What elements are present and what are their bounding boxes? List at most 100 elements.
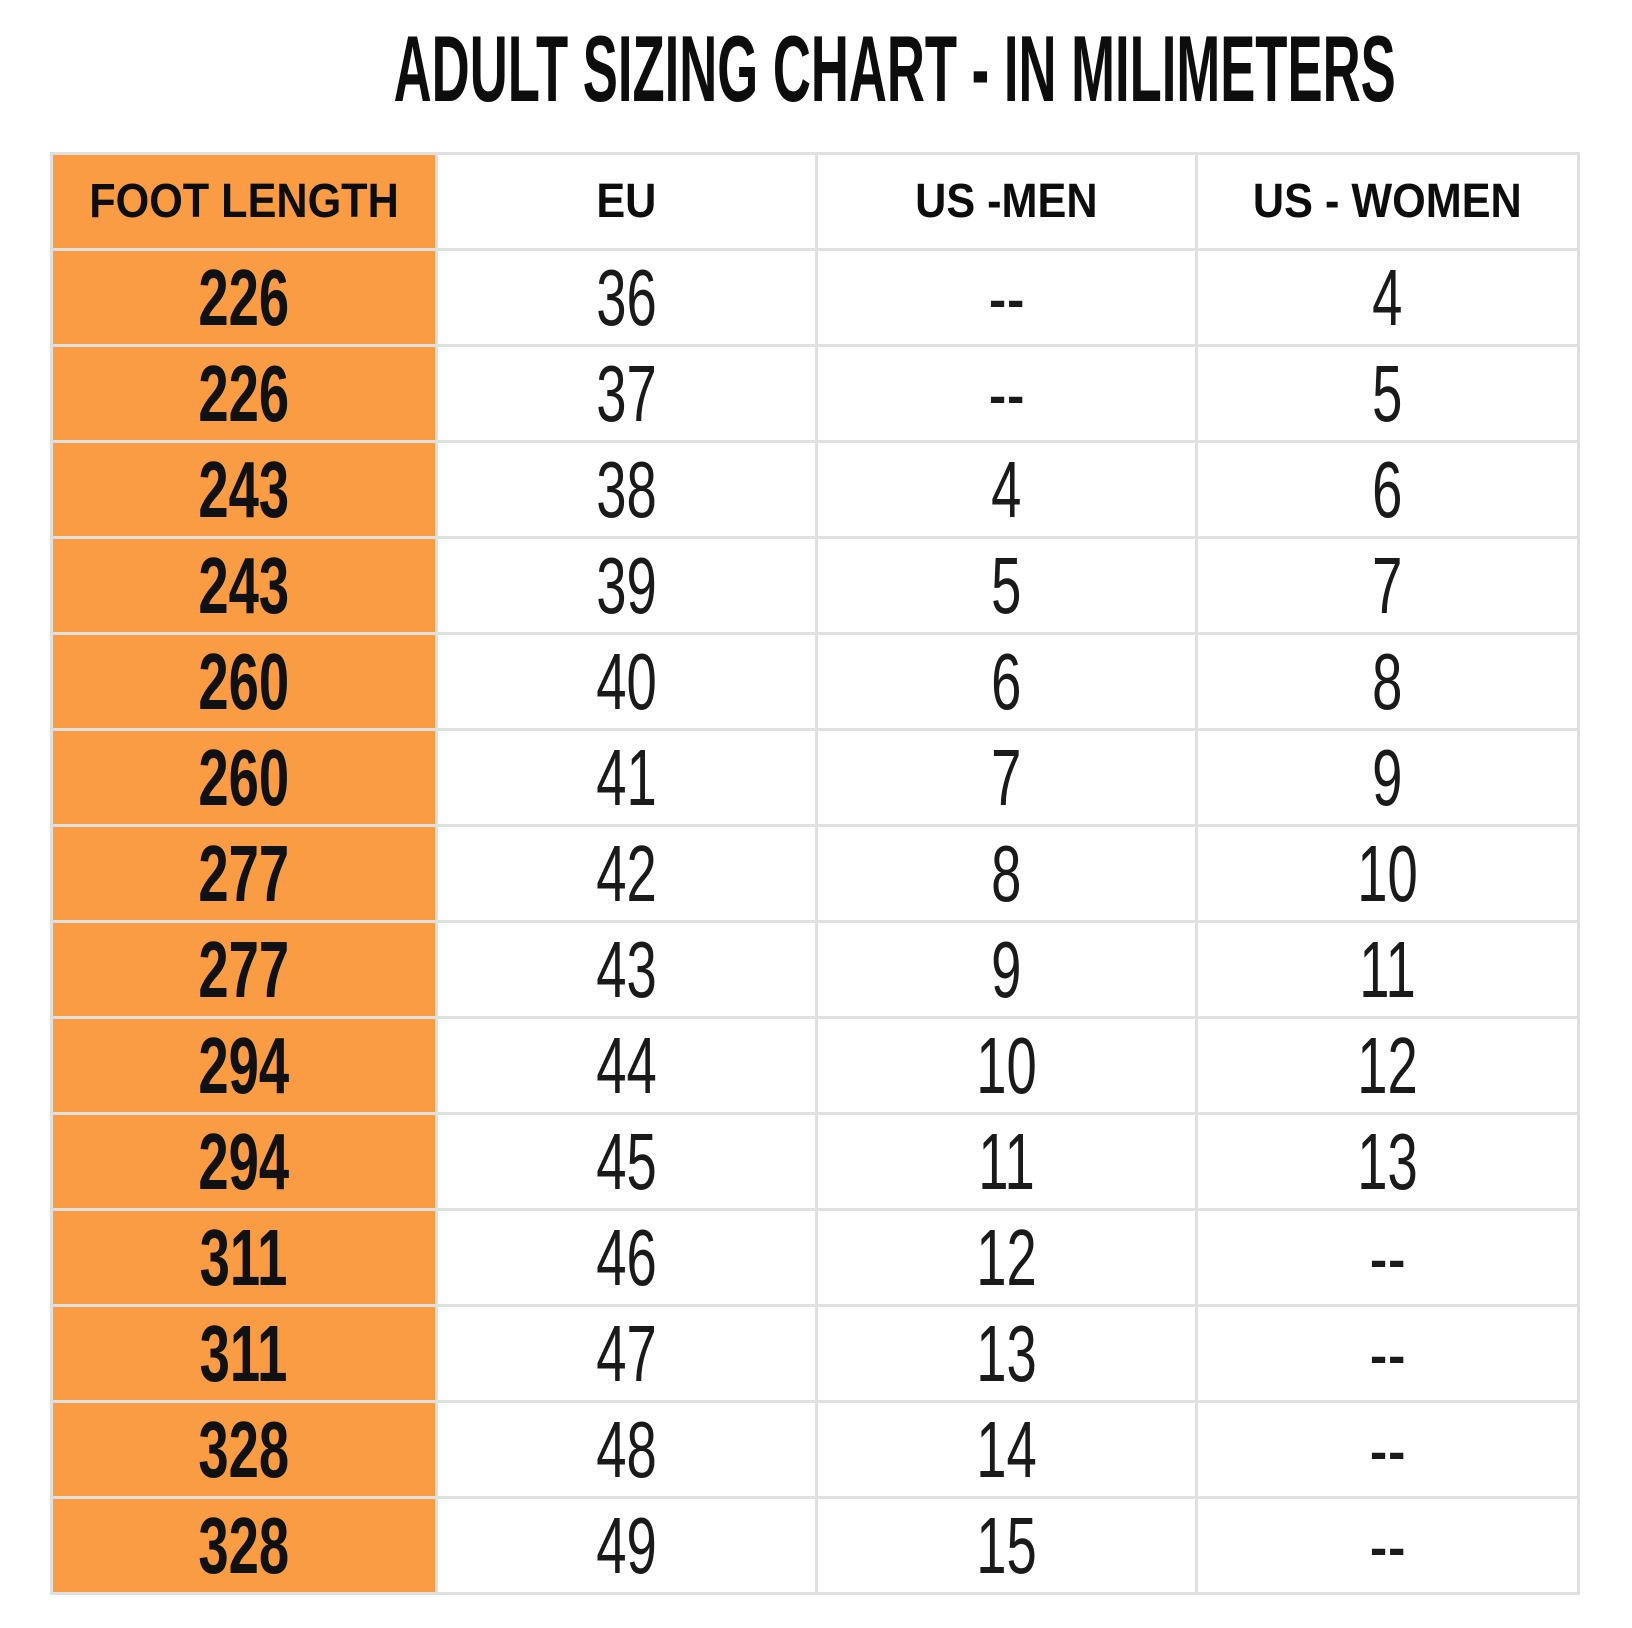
cell-foot-length: 294 <box>50 1016 438 1115</box>
cell-value: 243 <box>198 540 290 630</box>
cell-value: 38 <box>596 444 657 534</box>
cell-value: 6 <box>991 636 1022 726</box>
cell-us-men: 10 <box>815 1016 1198 1115</box>
cell-us-men: 12 <box>815 1208 1198 1307</box>
sizing-table: FOOT LENGTH EU US -MEN US - WOMEN 226 36 -… <box>50 152 1580 1595</box>
cell-value: 13 <box>976 1308 1037 1398</box>
cell-value: 45 <box>596 1116 657 1206</box>
cell-value: 11 <box>978 1116 1035 1206</box>
cell-foot-length: 243 <box>50 440 438 539</box>
header-row: FOOT LENGTH EU US -MEN US - WOMEN <box>50 152 1580 251</box>
cell-value: 260 <box>198 636 290 726</box>
table-row: 277 42 8 10 <box>50 824 1580 923</box>
cell-value: 9 <box>991 924 1022 1014</box>
cell-value: 7 <box>991 732 1022 822</box>
cell-value: -- <box>1369 1308 1406 1398</box>
cell-value: 277 <box>198 828 290 918</box>
cell-value: 9 <box>1372 732 1403 822</box>
cell-value: 5 <box>991 540 1022 630</box>
table-row: 226 37 -- 5 <box>50 344 1580 443</box>
cell-us-women: -- <box>1195 1304 1580 1403</box>
cell-value: 4 <box>1372 252 1403 342</box>
table-row: 277 43 9 11 <box>50 920 1580 1019</box>
cell-eu: 45 <box>435 1112 818 1211</box>
cell-eu: 36 <box>435 248 818 347</box>
cell-value: 13 <box>1357 1116 1418 1206</box>
cell-value: 8 <box>991 828 1022 918</box>
cell-us-men: -- <box>815 344 1198 443</box>
cell-value: 294 <box>198 1116 290 1206</box>
cell-us-women: 6 <box>1195 440 1580 539</box>
cell-value: 7 <box>1372 540 1403 630</box>
cell-value: 14 <box>976 1404 1037 1494</box>
cell-foot-length: 277 <box>50 920 438 1019</box>
cell-value: 311 <box>200 1308 288 1398</box>
cell-us-women: -- <box>1195 1496 1580 1595</box>
table-row: 260 41 7 9 <box>50 728 1580 827</box>
table-row: 294 44 10 12 <box>50 1016 1580 1115</box>
header-us-men: US -MEN <box>815 152 1198 251</box>
cell-value: 294 <box>198 1020 290 1110</box>
cell-value: -- <box>1369 1212 1406 1302</box>
cell-foot-length: 328 <box>50 1496 438 1595</box>
cell-foot-length: 311 <box>50 1304 438 1403</box>
page-title: ADULT SIZING CHART - IN MILIMETERS <box>0 10 1632 128</box>
cell-us-men: -- <box>815 248 1198 347</box>
cell-value: 49 <box>596 1500 657 1590</box>
page-title-text: ADULT SIZING CHART - IN MILIMETERS <box>393 16 1396 121</box>
cell-eu: 48 <box>435 1400 818 1499</box>
cell-value: 37 <box>596 348 657 438</box>
cell-foot-length: 311 <box>50 1208 438 1307</box>
table-row: 260 40 6 8 <box>50 632 1580 731</box>
cell-eu: 39 <box>435 536 818 635</box>
cell-foot-length: 328 <box>50 1400 438 1499</box>
cell-us-women: 13 <box>1195 1112 1580 1211</box>
table-row: 311 47 13 -- <box>50 1304 1580 1403</box>
table-row: 328 49 15 -- <box>50 1496 1580 1595</box>
cell-value: 8 <box>1372 636 1403 726</box>
cell-us-men: 8 <box>815 824 1198 923</box>
table-row: 243 39 5 7 <box>50 536 1580 635</box>
cell-us-women: 8 <box>1195 632 1580 731</box>
cell-eu: 49 <box>435 1496 818 1595</box>
cell-value: 10 <box>1357 828 1418 918</box>
cell-us-men: 7 <box>815 728 1198 827</box>
cell-eu: 43 <box>435 920 818 1019</box>
cell-eu: 44 <box>435 1016 818 1115</box>
cell-eu: 38 <box>435 440 818 539</box>
cell-us-women: -- <box>1195 1208 1580 1307</box>
cell-eu: 37 <box>435 344 818 443</box>
cell-foot-length: 260 <box>50 632 438 731</box>
cell-eu: 40 <box>435 632 818 731</box>
cell-value: 260 <box>198 732 290 822</box>
cell-value: 226 <box>198 252 290 342</box>
cell-value: 12 <box>976 1212 1037 1302</box>
table-row: 226 36 -- 4 <box>50 248 1580 347</box>
header-foot-length: FOOT LENGTH <box>50 152 438 251</box>
cell-value: 15 <box>976 1500 1037 1590</box>
cell-value: 42 <box>596 828 657 918</box>
cell-value: 226 <box>198 348 290 438</box>
cell-value: 243 <box>198 444 290 534</box>
cell-eu: 46 <box>435 1208 818 1307</box>
cell-foot-length: 277 <box>50 824 438 923</box>
cell-value: 47 <box>596 1308 657 1398</box>
table-row: 328 48 14 -- <box>50 1400 1580 1499</box>
cell-value: -- <box>988 348 1025 438</box>
cell-value: 328 <box>198 1500 290 1590</box>
cell-value: -- <box>1369 1500 1406 1590</box>
cell-foot-length: 226 <box>50 248 438 347</box>
cell-us-women: 7 <box>1195 536 1580 635</box>
header-us-men-label: US -MEN <box>915 175 1098 228</box>
cell-value: 11 <box>1359 924 1416 1014</box>
cell-value: 6 <box>1372 444 1403 534</box>
cell-us-women: 9 <box>1195 728 1580 827</box>
cell-us-men: 6 <box>815 632 1198 731</box>
cell-value: 10 <box>976 1020 1037 1110</box>
cell-value: 44 <box>596 1020 657 1110</box>
cell-value: 39 <box>596 540 657 630</box>
cell-us-men: 9 <box>815 920 1198 1019</box>
table-row: 311 46 12 -- <box>50 1208 1580 1307</box>
cell-value: 5 <box>1372 348 1403 438</box>
